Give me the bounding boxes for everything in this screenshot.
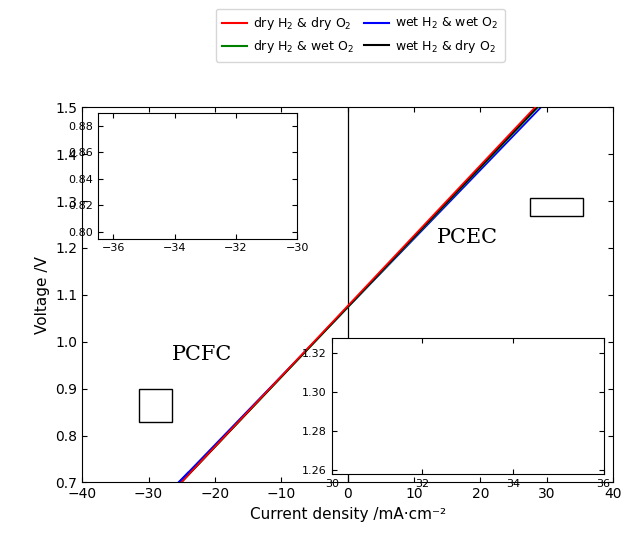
Bar — [530, 198, 583, 216]
Text: PCEC: PCEC — [437, 228, 497, 247]
Text: PCFC: PCFC — [171, 346, 232, 364]
Y-axis label: Voltage /V: Voltage /V — [35, 256, 50, 334]
Bar — [138, 389, 172, 422]
X-axis label: Current density /mA·cm⁻²: Current density /mA·cm⁻² — [250, 507, 446, 522]
Legend: dry H$_2$ & dry O$_2$, dry H$_2$ & wet O$_2$, wet H$_2$ & wet O$_2$, wet H$_2$ &: dry H$_2$ & dry O$_2$, dry H$_2$ & wet O… — [216, 9, 505, 62]
